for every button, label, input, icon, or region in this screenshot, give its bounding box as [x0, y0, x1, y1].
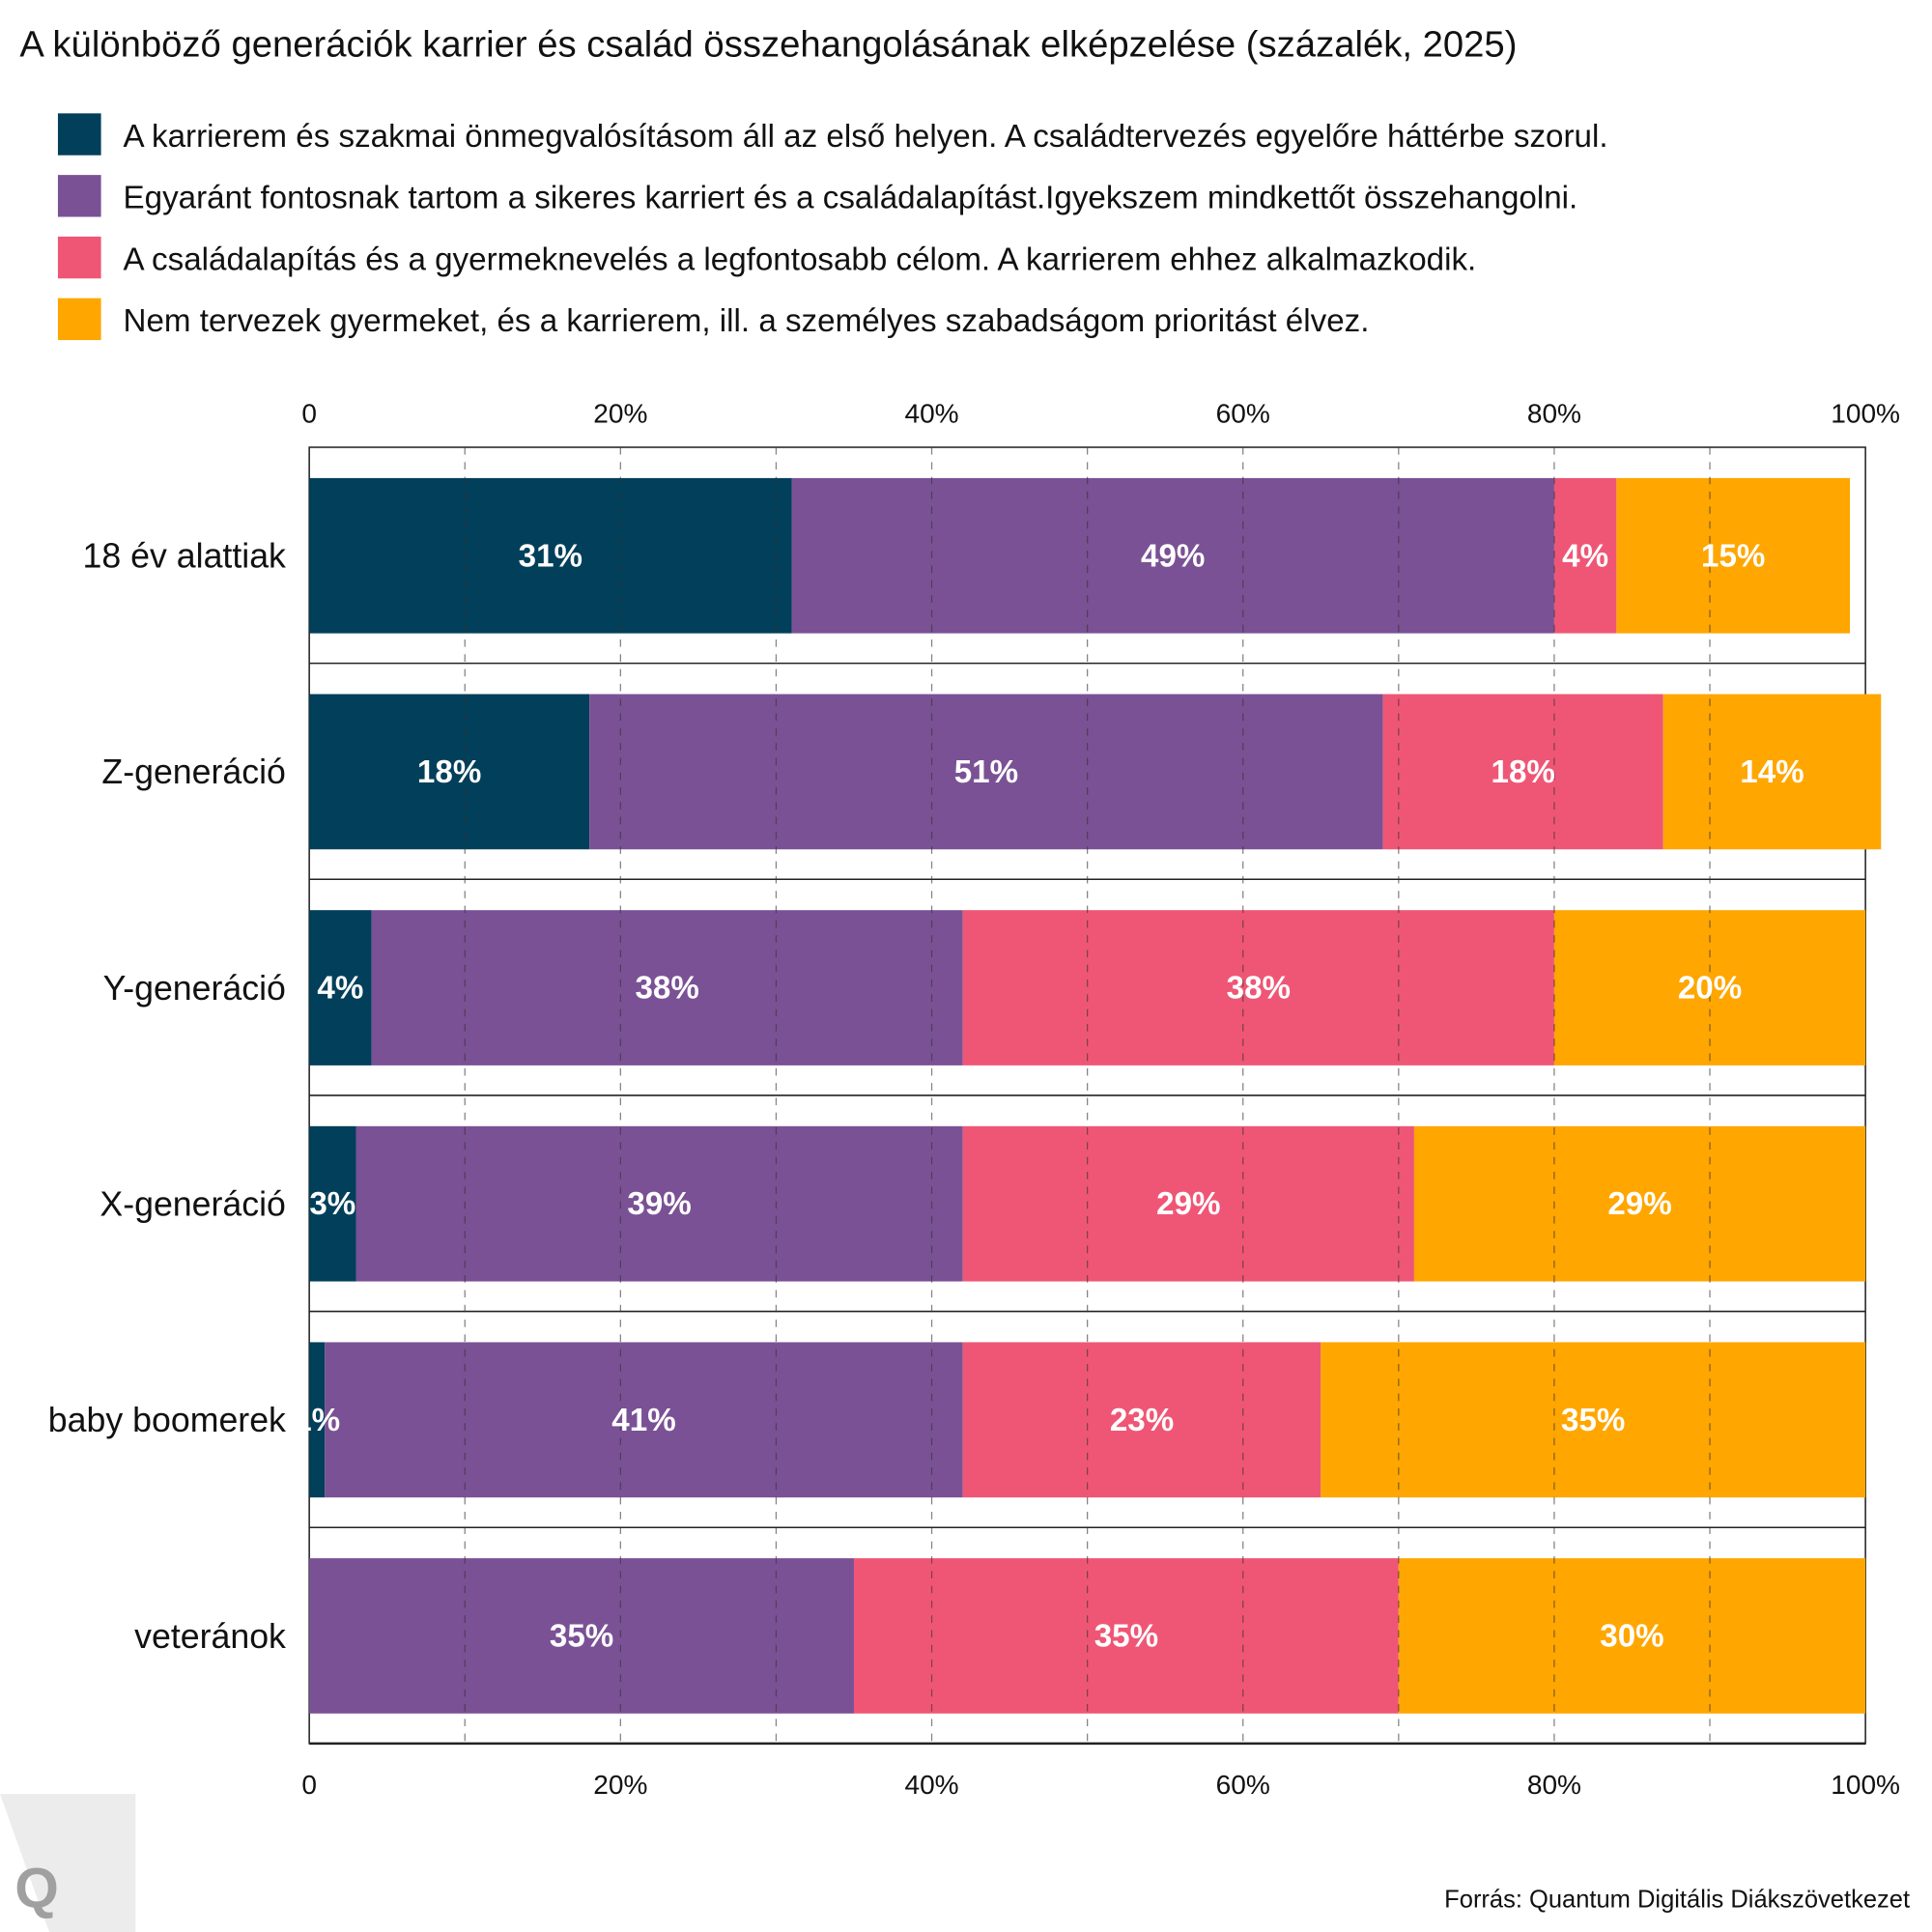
bottom-tick-label: 80% [1527, 1770, 1581, 1800]
value-label: 1% [294, 1403, 340, 1438]
bottom-tick-label: 20% [593, 1770, 647, 1800]
source-note: Forrás: Quantum Digitális Diákszövetkeze… [1444, 1886, 1910, 1913]
bar-segment [1398, 1558, 1866, 1714]
value-label: 39% [627, 1186, 691, 1222]
bar-segment [309, 1342, 326, 1498]
legend-label: A karrierem és szakmai önmegvalósításom … [124, 119, 1608, 155]
bottom-tick-label: 40% [904, 1770, 958, 1800]
bar-segment [791, 477, 1554, 634]
legend-swatch [57, 236, 101, 279]
legend-label: Nem tervezek gyermeket, és a karrierem, … [124, 303, 1370, 339]
value-label: 49% [1141, 538, 1205, 574]
bottom-tick-label: 100% [1831, 1770, 1900, 1800]
chart-title: A különböző generációk karrier és család… [19, 24, 1517, 66]
legend-swatch [57, 175, 101, 217]
bar-segment [1382, 694, 1663, 850]
top-tick-label: 0 [301, 399, 317, 429]
top-tick-label: 80% [1527, 399, 1581, 429]
top-tick-label: 40% [904, 399, 958, 429]
legend: A karrierem és szakmai önmegvalósításom … [57, 113, 1608, 341]
category-label: 18 év alattiak [83, 537, 287, 576]
bar-segment [1321, 1342, 1866, 1498]
value-label: 14% [1740, 754, 1804, 790]
value-label: 23% [1110, 1403, 1174, 1438]
value-label: 4% [1562, 538, 1608, 574]
value-label: 20% [1678, 971, 1742, 1007]
bar-segment [309, 1125, 356, 1282]
value-label: 15% [1701, 538, 1765, 574]
bar-segment [309, 1558, 854, 1714]
logo-text: Q [14, 1857, 59, 1919]
value-label: 51% [954, 754, 1018, 790]
bar-segment [1553, 477, 1617, 634]
category-label: Y-generáció [103, 969, 286, 1008]
legend-swatch [57, 113, 101, 156]
value-label: 3% [309, 1186, 355, 1222]
top-tick-label: 60% [1216, 399, 1270, 429]
bar-segment [355, 1125, 963, 1282]
value-label: 35% [1561, 1403, 1625, 1438]
category-label: X-generáció [99, 1185, 286, 1224]
bar-segment [371, 910, 963, 1065]
value-label: 38% [635, 971, 698, 1007]
bar-segment [325, 1342, 963, 1498]
value-label: 18% [417, 754, 481, 790]
top-tick-label: 20% [593, 399, 647, 429]
category-label: veteránok [134, 1617, 286, 1656]
value-label: 29% [1156, 1186, 1220, 1222]
bar-segment [962, 1125, 1414, 1282]
bar-segment [309, 694, 590, 850]
top-tick-label: 100% [1831, 399, 1900, 429]
bar-segment [962, 1342, 1321, 1498]
bar-segment [309, 910, 372, 1065]
bottom-tick-label: 60% [1216, 1770, 1270, 1800]
value-label: 41% [611, 1403, 675, 1438]
value-label: 35% [1094, 1619, 1158, 1655]
value-label: 4% [317, 971, 363, 1007]
value-label: 18% [1492, 754, 1555, 790]
legend-swatch [57, 298, 101, 341]
category-label: baby boomerek [48, 1401, 286, 1439]
plot-area: 18 év alattiak Z-generáció Y-generáció X-ge… [48, 399, 1900, 1801]
bottom-tick-label: 0 [301, 1770, 317, 1800]
bar-segment [1662, 694, 1882, 850]
legend-label: A családalapítás és a gyermeknevelés a l… [124, 242, 1477, 277]
bar-segment [853, 1558, 1399, 1714]
bar-segment [309, 477, 792, 634]
value-label: 38% [1227, 971, 1291, 1007]
category-label: Z-generáció [101, 753, 286, 791]
bar-segment [589, 694, 1383, 850]
value-label: 29% [1607, 1186, 1671, 1222]
value-label: 30% [1600, 1619, 1663, 1655]
bar-segment [1616, 477, 1851, 634]
logo: Q [0, 1794, 136, 1932]
bar-segment [1413, 1125, 1866, 1282]
value-label: 31% [519, 538, 582, 574]
bar-segment [962, 910, 1554, 1065]
value-label: 35% [550, 1619, 613, 1655]
legend-label: Egyaránt fontosnak tartom a sikeres karr… [124, 181, 1578, 216]
